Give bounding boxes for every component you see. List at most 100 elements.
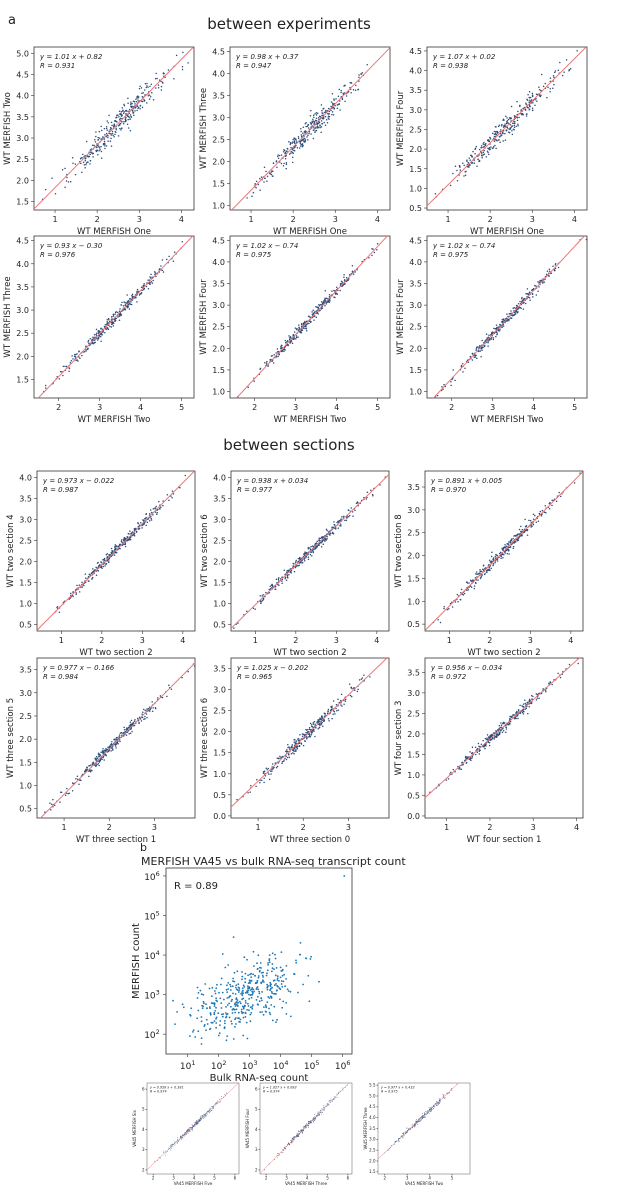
- data-point: [293, 149, 296, 152]
- data-point: [295, 750, 297, 752]
- x-tick-label: 2: [99, 636, 104, 645]
- data-point: [305, 125, 307, 128]
- x-tick-label: 4: [374, 636, 379, 645]
- data-point: [294, 742, 296, 745]
- data-point: [337, 520, 339, 523]
- data-point: [542, 688, 544, 690]
- data-point: [520, 298, 523, 300]
- data-point: [337, 709, 340, 711]
- y-tick-label: 3.0: [409, 106, 422, 115]
- data-point: [154, 511, 157, 513]
- data-point: [197, 1122, 199, 1124]
- plot-frame: [230, 657, 390, 819]
- data-point: [278, 1155, 280, 1156]
- data-point: [120, 121, 123, 123]
- data-point: [197, 1121, 199, 1123]
- y-tick-label: 4.5: [212, 236, 225, 245]
- data-point: [206, 1115, 207, 1117]
- data-point: [124, 302, 126, 304]
- data-point: [512, 547, 514, 549]
- data-point: [189, 1127, 191, 1128]
- data-point: [317, 727, 319, 730]
- data-point: [489, 735, 491, 737]
- data-point: [142, 711, 144, 713]
- data-point: [559, 676, 562, 679]
- data-point: [488, 338, 491, 341]
- data-point: [341, 97, 344, 99]
- data-point: [348, 683, 351, 685]
- data-point: [526, 113, 528, 115]
- x-tick-label: 4: [179, 215, 184, 224]
- data-point: [280, 347, 282, 349]
- data-point: [98, 147, 101, 149]
- data-point: [302, 744, 305, 747]
- data-point: [173, 77, 175, 80]
- data-point: [104, 565, 106, 567]
- data-point: [480, 154, 483, 157]
- data-point: [118, 310, 121, 313]
- data-point: [281, 761, 284, 763]
- data-point: [299, 1131, 301, 1132]
- data-point: [516, 100, 518, 103]
- data-point: [138, 721, 140, 724]
- data-point: [451, 1089, 453, 1091]
- x-tick-label: 4: [574, 823, 579, 832]
- x-axis-label: WT three section 0: [270, 835, 350, 845]
- data-point: [509, 541, 512, 543]
- data-point: [318, 1114, 320, 1115]
- data-point: [82, 161, 85, 163]
- data-point: [496, 139, 498, 142]
- data-point: [293, 1139, 295, 1141]
- data-point: [51, 177, 53, 179]
- data-point: [340, 693, 343, 696]
- data-point: [467, 361, 470, 363]
- x-tick-label: 5: [375, 403, 380, 412]
- data-point: [519, 104, 521, 107]
- data-point: [147, 95, 150, 97]
- data-point: [103, 140, 106, 143]
- data-point: [184, 1134, 186, 1136]
- data-point: [478, 572, 481, 574]
- scatter-plot-3: 2 3 4 51.52.02.53.03.54.04.5WT MERFISH TwoW…: [3, 235, 195, 425]
- data-point: [540, 73, 543, 76]
- data-point: [532, 101, 534, 104]
- data-point: [451, 606, 454, 608]
- data-point: [543, 281, 546, 283]
- y-tick-label: 1.5: [212, 180, 225, 189]
- data-point: [288, 335, 290, 337]
- data-point: [534, 104, 536, 107]
- scatter-plot-1: 1 2 3 41.01.52.02.53.03.54.04.5WT MERFISH O…: [199, 46, 391, 237]
- data-point: [268, 778, 271, 781]
- data-point: [524, 302, 527, 305]
- data-point: [488, 146, 491, 149]
- x-tick-label: 2: [252, 403, 257, 412]
- data-point: [323, 300, 326, 302]
- data-point: [319, 1113, 320, 1115]
- data-point: [103, 127, 106, 130]
- data-point: [295, 138, 297, 140]
- data-point: [315, 114, 318, 116]
- data-point: [130, 105, 132, 108]
- data-point: [305, 735, 308, 738]
- data-point: [314, 1116, 316, 1118]
- data-point: [450, 771, 452, 774]
- data-point: [131, 730, 133, 733]
- data-point: [479, 350, 482, 352]
- x-tick-label: 2: [265, 1176, 268, 1181]
- data-point: [311, 731, 313, 733]
- y-tick-label: 5: [142, 1107, 145, 1112]
- data-point: [110, 547, 113, 550]
- data-point: [343, 278, 346, 281]
- data-point: [336, 521, 338, 524]
- data-point: [311, 125, 313, 127]
- data-point: [303, 1130, 304, 1132]
- data-point: [357, 688, 359, 691]
- data-point: [69, 180, 72, 183]
- data-point: [277, 355, 279, 358]
- data-point: [464, 755, 467, 758]
- data-point: [198, 1118, 200, 1120]
- data-point: [312, 722, 315, 724]
- data-point: [161, 259, 164, 261]
- data-point: [297, 738, 300, 740]
- y-tick-label: 2.5: [409, 323, 422, 332]
